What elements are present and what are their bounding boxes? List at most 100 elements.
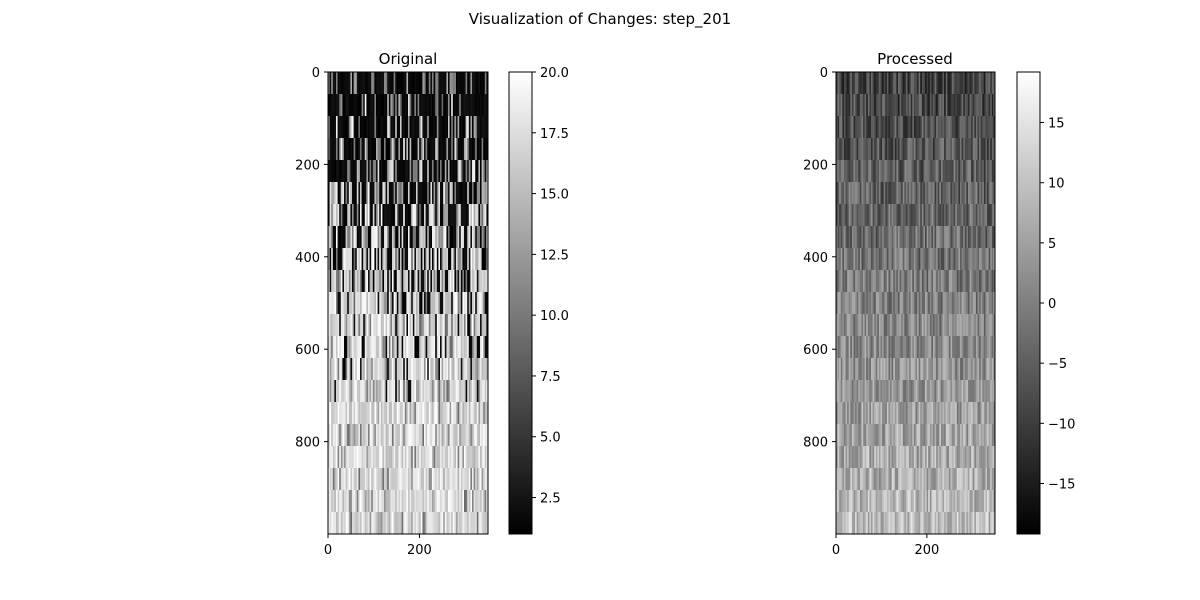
colorbar-tick-label: 15 bbox=[1048, 117, 1065, 132]
heatmap-cell bbox=[347, 336, 350, 358]
heatmap-cell bbox=[380, 402, 383, 424]
heatmap-cell bbox=[416, 468, 418, 490]
heatmap-cell bbox=[960, 138, 963, 160]
heatmap-cell bbox=[382, 160, 385, 182]
heatmap-cell bbox=[364, 204, 367, 226]
heatmap-cell bbox=[398, 116, 401, 138]
heatmap-cell bbox=[899, 94, 902, 116]
heatmap-cell bbox=[432, 182, 434, 204]
heatmap-cell bbox=[358, 270, 361, 292]
heatmap-cell bbox=[428, 402, 431, 424]
heatmap-cell bbox=[356, 248, 359, 270]
heatmap-cell bbox=[414, 468, 417, 490]
heatmap-cell bbox=[388, 182, 391, 204]
heatmap-cell bbox=[472, 446, 474, 468]
heatmap-cell bbox=[983, 336, 986, 358]
heatmap-cell bbox=[409, 358, 412, 380]
heatmap-cell bbox=[967, 380, 970, 402]
heatmap-cell bbox=[356, 512, 359, 534]
heatmap-cell bbox=[484, 292, 487, 314]
heatmap-cell bbox=[390, 512, 393, 534]
heatmap-cell bbox=[355, 336, 358, 358]
heatmap-cell bbox=[875, 292, 878, 314]
heatmap-cell bbox=[419, 512, 422, 534]
heatmap-cell bbox=[452, 336, 455, 358]
heatmap-cell bbox=[856, 72, 859, 94]
heatmap-cell bbox=[328, 72, 330, 94]
heatmap-cell bbox=[332, 358, 335, 380]
heatmap-cell bbox=[856, 424, 859, 446]
heatmap-cell bbox=[363, 490, 366, 512]
heatmap-cell bbox=[936, 160, 939, 182]
heatmap-cell bbox=[880, 116, 883, 138]
heatmap-cell bbox=[837, 94, 840, 116]
heatmap-cell bbox=[945, 248, 948, 270]
heatmap-cell bbox=[907, 204, 910, 226]
heatmap-cell bbox=[340, 468, 343, 490]
heatmap-cell bbox=[366, 292, 369, 314]
heatmap-cell bbox=[443, 490, 446, 512]
heatmap-cell bbox=[842, 468, 845, 490]
heatmap-cell bbox=[376, 446, 378, 468]
heatmap-cell bbox=[874, 446, 877, 468]
heatmap-cell bbox=[417, 424, 420, 446]
heatmap-cell bbox=[446, 94, 449, 116]
heatmap-cell bbox=[856, 270, 859, 292]
heatmap-cell bbox=[890, 490, 893, 512]
heatmap-cell bbox=[456, 138, 458, 160]
heatmap-cell bbox=[422, 204, 425, 226]
heatmap-cell bbox=[347, 358, 350, 380]
heatmap-cell bbox=[867, 314, 870, 336]
heatmap-cell bbox=[880, 446, 883, 468]
heatmap-cell bbox=[867, 270, 870, 292]
heatmap-cell bbox=[982, 116, 985, 138]
heatmap-cell bbox=[842, 490, 845, 512]
heatmap-cell bbox=[384, 336, 386, 358]
heatmap-cell bbox=[374, 358, 377, 380]
heatmap-cell bbox=[467, 226, 470, 248]
heatmap-cell bbox=[931, 446, 934, 468]
heatmap-cell bbox=[340, 380, 343, 402]
heatmap-cell bbox=[843, 226, 846, 248]
heatmap-cell bbox=[867, 94, 870, 116]
heatmap-cell bbox=[874, 270, 877, 292]
heatmap-cell bbox=[932, 358, 935, 380]
heatmap-cell bbox=[955, 160, 958, 182]
heatmap-cell bbox=[328, 314, 330, 336]
heatmap-cell bbox=[339, 358, 342, 380]
heatmap-cell bbox=[864, 336, 867, 358]
heatmap-cell bbox=[983, 270, 986, 292]
heatmap-cell bbox=[435, 380, 438, 402]
heatmap-cell bbox=[982, 468, 985, 490]
heatmap-cell bbox=[404, 468, 407, 490]
heatmap-cell bbox=[902, 314, 905, 336]
heatmap-cell bbox=[433, 182, 436, 204]
heatmap-cell bbox=[899, 358, 902, 380]
heatmap-cell bbox=[850, 292, 853, 314]
heatmap-cell bbox=[411, 248, 414, 270]
heatmap-cell bbox=[966, 468, 969, 490]
heatmap-cell bbox=[369, 468, 372, 490]
heatmap-cell bbox=[950, 138, 953, 160]
heatmap-cell bbox=[392, 292, 394, 314]
heatmap-cell bbox=[883, 336, 886, 358]
heatmap-cell bbox=[403, 446, 406, 468]
heatmap-cell bbox=[915, 160, 918, 182]
heatmap-cell bbox=[882, 72, 885, 94]
heatmap-cell bbox=[435, 94, 438, 116]
heatmap-cell bbox=[340, 402, 343, 424]
heatmap-cell bbox=[369, 270, 372, 292]
heatmap-cell bbox=[952, 270, 955, 292]
heatmap-cell bbox=[880, 468, 883, 490]
heatmap-cell bbox=[950, 358, 953, 380]
heatmap-cell bbox=[928, 248, 931, 270]
heatmap-cell bbox=[486, 358, 489, 380]
heatmap-cell bbox=[444, 182, 447, 204]
heatmap-cell bbox=[920, 182, 923, 204]
heatmap-cell bbox=[880, 292, 883, 314]
heatmap-cell bbox=[974, 116, 977, 138]
heatmap-cell bbox=[345, 512, 348, 534]
heatmap-cell bbox=[859, 446, 862, 468]
heatmap-cell bbox=[980, 468, 983, 490]
heatmap-cell bbox=[931, 336, 934, 358]
